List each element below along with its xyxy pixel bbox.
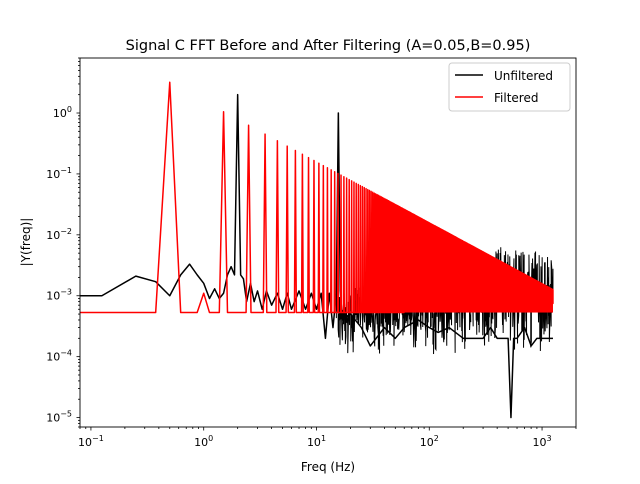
y-tick-label: 10−5: [46, 410, 72, 425]
y-axis-label: |Y(freq)|: [19, 218, 33, 267]
chart-title: Signal C FFT Before and After Filtering …: [126, 38, 531, 54]
x-tick-label: 10−1: [78, 434, 104, 449]
y-tick-label: 10−4: [46, 349, 72, 364]
y-tick-label: 10−1: [46, 166, 72, 181]
legend: Unfiltered Filtered: [448, 62, 571, 112]
y-tick-label: 10−2: [46, 227, 72, 242]
series-floor-band-filtered: [404, 302, 553, 313]
x-tick-label: 102: [420, 434, 439, 449]
x-tick-label: 103: [533, 434, 552, 449]
y-tick-label: 100: [53, 105, 72, 120]
y-axis: 10−5 10−4 10−3 10−2 10−1 100: [46, 57, 80, 428]
axes-frame: [79, 57, 577, 428]
legend-label-filtered: Filtered: [494, 91, 538, 105]
x-axis: 10−1 100 101 102 103: [78, 427, 577, 449]
y-tick-label: 10−3: [46, 288, 72, 303]
series-layer: [80, 81, 554, 419]
plot-area: [79, 57, 577, 428]
x-tick-label: 100: [194, 434, 213, 449]
legend-label-unfiltered: Unfiltered: [494, 69, 553, 83]
x-tick-label: 101: [307, 434, 326, 449]
x-axis-label: Freq (Hz): [301, 460, 355, 474]
